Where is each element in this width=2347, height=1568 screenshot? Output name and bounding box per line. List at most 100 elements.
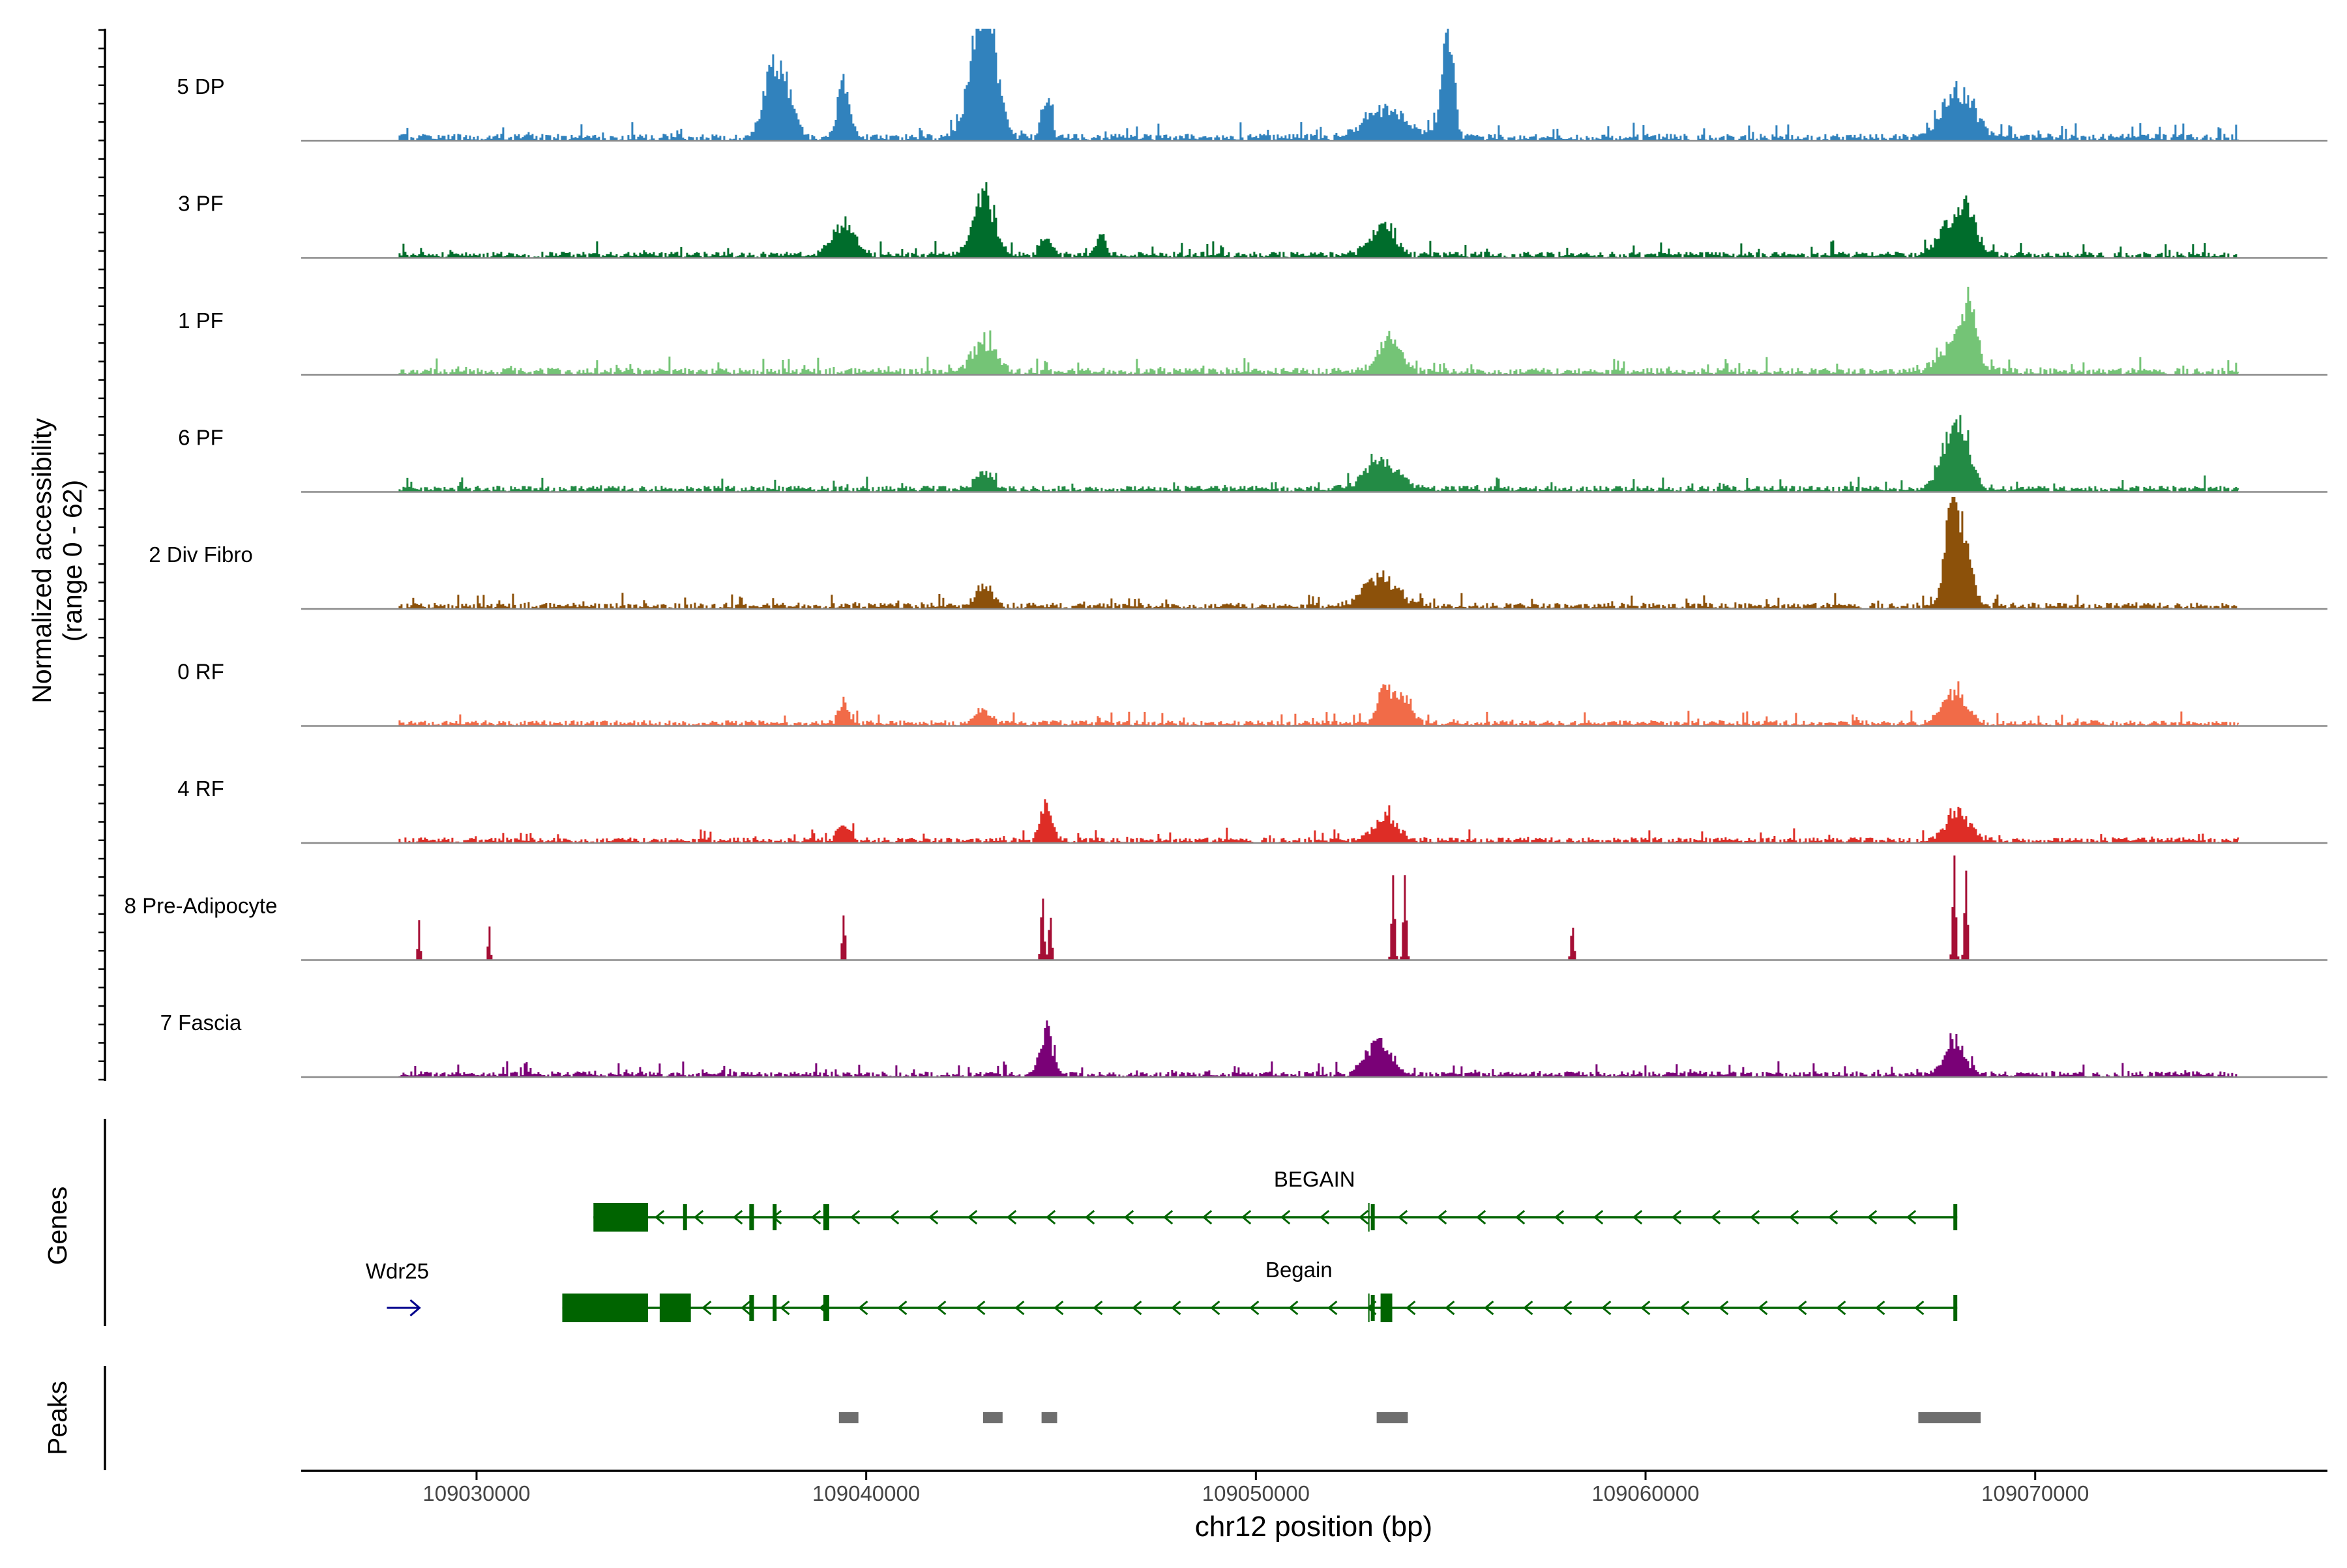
gene-begain: BEGAIN [593,1167,1958,1232]
strand-chevron-icon [1397,1209,1408,1225]
gene-exon [773,1295,777,1321]
track-8-coverage-area [398,855,2239,960]
strand-chevron-icon [693,1209,704,1225]
strand-chevron-icon [732,1209,743,1225]
strand-chevron-icon [1523,1300,1533,1316]
strand-chevron-icon [1719,1300,1729,1316]
peak-region [1041,1412,1057,1423]
gene-exon [1380,1294,1393,1322]
strand-chevron-icon [1906,1209,1917,1225]
strand-chevron-icon [1132,1300,1142,1316]
track-7: 4 RF [177,777,2327,844]
strand-chevron-icon [1632,1209,1643,1225]
strand-chevron-icon [975,1300,986,1316]
peak-region [838,1412,859,1423]
track-5-coverage-area [398,497,2239,609]
track-6-label: 0 RF [177,660,224,684]
strand-chevron-icon [1288,1300,1299,1316]
strand-chevron-icon [1914,1300,1925,1316]
x-tick-label: 109070000 [1981,1481,2089,1505]
peaks-track-label: Peaks [42,1381,72,1455]
gene-label: Wdr25 [366,1259,429,1283]
track-9-label: 7 Fascia [160,1011,242,1035]
strand-chevron-icon [1202,1209,1213,1225]
strand-chevron-icon [1123,1209,1134,1225]
strand-chevron-icon [1671,1209,1682,1225]
strand-chevron-icon [1554,1209,1565,1225]
gene-label: BEGAIN [1274,1167,1355,1191]
strand-chevron-icon [1249,1300,1260,1316]
strand-chevron-icon [1327,1300,1338,1316]
strand-chevron-icon [1054,1300,1064,1316]
strand-chevron-icon [1436,1209,1447,1225]
strand-chevron-icon [967,1209,978,1225]
strand-chevron-icon [1788,1209,1799,1225]
strand-chevron-icon [1514,1209,1526,1225]
strand-chevron-icon [1484,1300,1494,1316]
gene-exon [1370,1295,1375,1321]
strand-chevron-icon [1827,1209,1838,1225]
strand-chevron-icon [741,1300,751,1316]
track-4: 6 PF [178,415,2327,493]
strand-chevron-icon [654,1209,665,1225]
gene-exon [683,1204,687,1230]
peaks-track: Peaks [42,1366,1981,1470]
y-axis-label-line2: (range 0 - 62) [57,480,87,642]
track-9-coverage-area [398,1020,2239,1077]
track-3-coverage-area [398,286,2239,375]
strand-chevron-icon [849,1209,861,1225]
strand-chevron-icon [1640,1300,1651,1316]
gene-exon [1953,1295,1958,1321]
track-6: 0 RF [177,660,2327,727]
genes-track: Genes BEGAIN Begain Wdr25 [42,1119,1958,1326]
track-2: 3 PF [178,182,2327,259]
track-2-label: 3 PF [178,192,224,216]
gene-exon [1370,1204,1375,1230]
peak-region [982,1412,1003,1423]
track-5-label: 2 Div Fibro [149,542,253,567]
track-2-coverage-area [398,182,2239,258]
x-tick-label: 109050000 [1202,1481,1310,1505]
strand-chevron-icon [1593,1209,1604,1225]
coverage-tracks: 5 DP 3 PF 1 PF 6 PF 2 Div Fibro 0 RF 4 RF 8 Pre… [125,29,2327,1078]
track-9: 7 Fascia [160,1011,2327,1078]
strand-chevron-icon [1710,1209,1721,1225]
strand-chevron-icon [1445,1300,1455,1316]
strand-chevron-icon [810,1209,821,1225]
strand-chevron-icon [1319,1209,1330,1225]
gene-exon [823,1295,829,1321]
strand-chevron-icon [897,1300,908,1316]
x-axis-label: chr12 position (bp) [1195,1511,1432,1543]
gene-exon [749,1295,754,1321]
gene-exon [749,1204,754,1230]
strand-chevron-icon [1171,1300,1181,1316]
strand-chevron-icon [1797,1300,1807,1316]
track-8: 8 Pre-Adipocyte [125,855,2327,961]
strand-chevron-icon [1679,1300,1690,1316]
x-tick-label: 109030000 [422,1481,530,1505]
track-1-label: 5 DP [177,74,224,98]
strand-chevron-icon [1241,1209,1252,1225]
track-1-coverage-area [398,29,2239,141]
track-4-coverage-area [398,415,2239,492]
x-tick-label: 109060000 [1591,1481,1699,1505]
strand-chevron-icon [1406,1300,1416,1316]
x-axis: chr12 position (bp) 109030000 109040000 10… [301,1470,2327,1543]
strand-chevron-icon [1084,1209,1095,1225]
strand-chevron-icon [1014,1300,1025,1316]
strand-chevron-icon [1749,1209,1760,1225]
strand-chevron-icon [1045,1209,1056,1225]
track-5: 2 Div Fibro [149,497,2327,610]
x-tick-label: 109040000 [812,1481,920,1505]
strand-chevron-icon [1836,1300,1846,1316]
track-3: 1 PF [178,286,2327,376]
strand-chevron-icon [780,1300,790,1316]
track-7-label: 4 RF [177,777,224,801]
strand-chevron-icon [1758,1300,1768,1316]
strand-chevron-icon [1875,1300,1885,1316]
coverage-y-axis: Normalized accessibility (range 0 - 62) [27,29,106,1081]
strand-chevron-icon [1358,1209,1369,1225]
track-1: 5 DP [177,29,2327,142]
